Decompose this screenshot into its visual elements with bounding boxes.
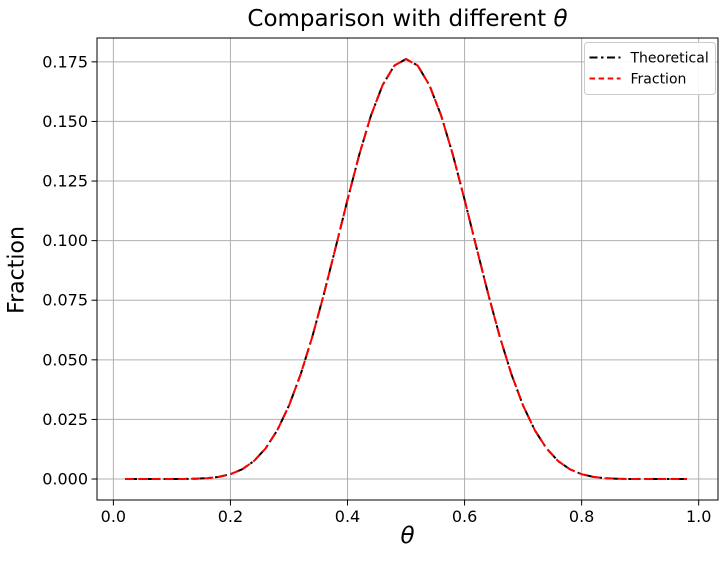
x-tick-label: 0.4: [335, 507, 360, 526]
x-tick-label: 0.2: [218, 507, 243, 526]
x-tick-label: 0.6: [452, 507, 477, 526]
axes-frame: [96, 37, 719, 501]
chart-title: Comparison with different θ: [97, 5, 718, 33]
x-tick-label: 0.0: [101, 507, 126, 526]
y-tick-label: 0.000: [42, 470, 88, 489]
y-tick-label: 0.050: [42, 350, 88, 369]
chart-title-text: Comparison with different: [247, 6, 554, 32]
x-tick-label: 0.8: [569, 507, 594, 526]
legend-label-fraction: Fraction: [631, 72, 687, 88]
x-axis-label-text: θ: [400, 523, 415, 549]
y-tick-label: 0.075: [42, 291, 88, 310]
series-line-theoretical: [125, 57, 687, 480]
x-axis-label: θ: [97, 522, 718, 550]
x-tick-label: 1.0: [686, 507, 711, 526]
y-tick-label: 0.025: [42, 410, 88, 429]
y-tick-label: 0.175: [42, 52, 88, 71]
series-line-fraction: [125, 57, 687, 480]
y-tick-label: 0.150: [42, 112, 88, 131]
y-tick-label: 0.100: [42, 231, 88, 250]
legend-box: [584, 42, 716, 95]
y-axis-label-text: Fraction: [4, 226, 30, 314]
y-tick-label: 0.125: [42, 172, 88, 191]
legend-label-theoretical: Theoretical: [630, 51, 709, 67]
chart-title-theta: θ: [553, 6, 568, 32]
